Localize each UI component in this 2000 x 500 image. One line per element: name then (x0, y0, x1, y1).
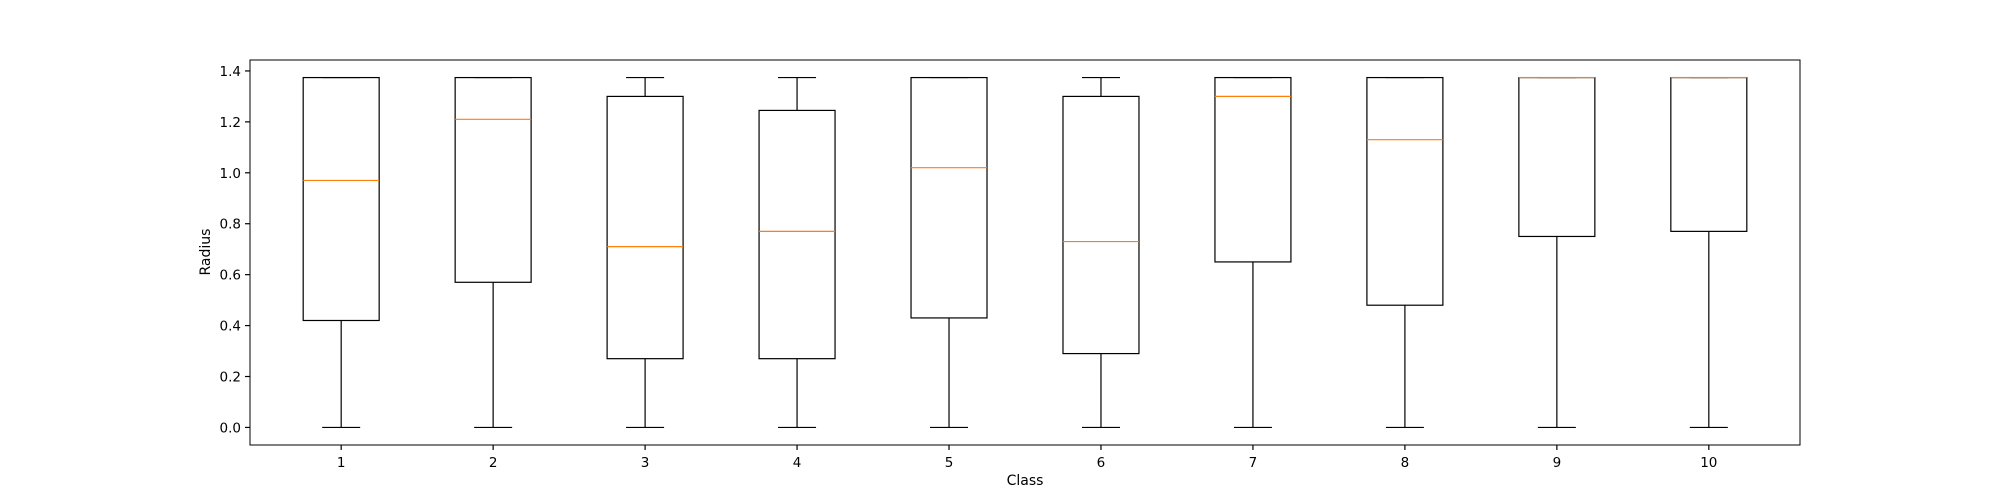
box-7 (1214, 76, 1292, 429)
box-iqr (1670, 76, 1748, 232)
box-5 (910, 76, 988, 429)
x-tick-label: 6 (1097, 455, 1106, 471)
y-axis: 0.0 0.2 0.4 0.6 0.8 1.0 1.2 1.4 (220, 64, 250, 436)
box-4 (758, 76, 836, 429)
box-iqr (1366, 76, 1444, 306)
x-tick-label: 9 (1553, 455, 1562, 471)
x-tick-label: 3 (641, 455, 650, 471)
x-axis: 1 2 3 4 5 6 7 8 9 10 (337, 445, 1717, 471)
box-2 (454, 76, 532, 429)
x-axis-label: Class (1007, 473, 1044, 489)
box-iqr (910, 76, 988, 319)
box-1 (302, 76, 380, 429)
plot-area-frame (249, 59, 1801, 446)
box-9 (1518, 76, 1596, 429)
plot-marks (302, 76, 1748, 429)
y-tick-label: 1.4 (220, 64, 241, 80)
box-iqr (1214, 76, 1292, 263)
box-8 (1366, 76, 1444, 429)
box-6 (1062, 76, 1140, 429)
box-3 (606, 76, 684, 429)
y-tick-label: 1.0 (220, 166, 241, 182)
y-axis-label: Radius (198, 229, 214, 276)
box-10 (1670, 76, 1748, 429)
x-tick-label: 7 (1249, 455, 1258, 471)
box-iqr (1062, 95, 1140, 355)
box-iqr (606, 95, 684, 360)
box-iqr (454, 76, 532, 283)
x-tick-label: 4 (793, 455, 802, 471)
x-tick-label: 2 (489, 455, 498, 471)
x-tick-label: 5 (945, 455, 954, 471)
y-tick-label: 0.4 (220, 319, 241, 335)
y-tick-label: 0.2 (220, 370, 241, 386)
box-iqr (302, 76, 380, 322)
box-iqr (1518, 76, 1596, 238)
y-tick-label: 0.6 (220, 268, 241, 284)
box-iqr (758, 109, 836, 360)
x-tick-label: 8 (1401, 455, 1410, 471)
x-tick-label: 10 (1700, 455, 1717, 471)
y-tick-label: 0.8 (220, 217, 241, 233)
y-tick-label: 1.2 (220, 115, 241, 131)
x-tick-label: 1 (337, 455, 346, 471)
y-tick-label: 0.0 (220, 420, 241, 436)
